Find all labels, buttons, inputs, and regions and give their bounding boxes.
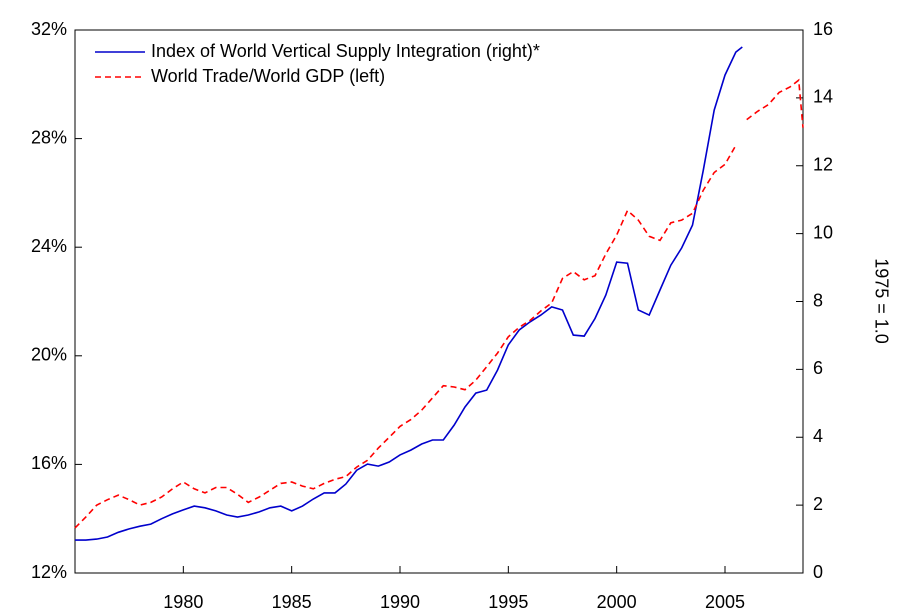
y-tick-label: 12%: [31, 562, 67, 582]
y2-tick-label: 16: [813, 19, 833, 39]
x-tick-label: 2000: [597, 592, 637, 612]
y2-tick-label: 14: [813, 87, 833, 107]
y2-tick-label: 4: [813, 426, 823, 446]
y2-tick-label: 2: [813, 494, 823, 514]
y-tick-label: 32%: [31, 19, 67, 39]
x-tick-label: 2005: [705, 592, 745, 612]
y2-tick-label: 12: [813, 155, 833, 175]
x-tick-label: 1995: [488, 592, 528, 612]
y2-axis-label: 1975 = 1.0: [871, 258, 891, 344]
data-line: [75, 46, 743, 541]
y2-tick-label: 0: [813, 562, 823, 582]
plot-frame: [74, 29, 804, 574]
y2-tick-label: 6: [813, 358, 823, 378]
y-tick-label: 24%: [31, 236, 67, 256]
data-line: [74, 78, 804, 529]
x-tick-label: 1985: [272, 592, 312, 612]
legend-label: Index of World Vertical Supply Integrati…: [151, 41, 540, 61]
y-tick-label: 28%: [31, 127, 67, 147]
x-tick-label: 1990: [380, 592, 420, 612]
y2-tick-label: 10: [813, 222, 833, 242]
x-tick-label: 1980: [163, 592, 203, 612]
legend-label: World Trade/World GDP (left): [151, 66, 385, 86]
y2-tick-label: 8: [813, 290, 823, 310]
y-tick-label: 16%: [31, 453, 67, 473]
y-tick-label: 20%: [31, 345, 67, 365]
